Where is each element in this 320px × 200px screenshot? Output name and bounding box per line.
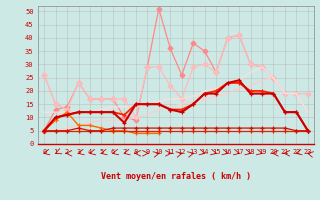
X-axis label: Vent moyen/en rafales ( km/h ): Vent moyen/en rafales ( km/h ) [101,172,251,181]
